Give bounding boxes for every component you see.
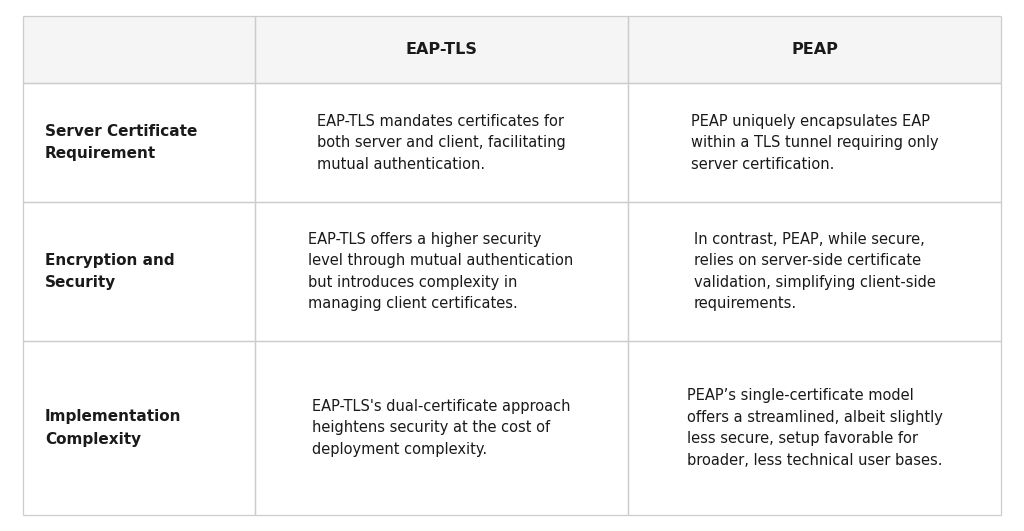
Bar — [255, 341, 628, 515]
Text: Encryption and
Security: Encryption and Security — [45, 253, 175, 290]
Bar — [23, 83, 255, 202]
Text: PEAP’s single-certificate model
offers a streamlined, albeit slightly
less secur: PEAP’s single-certificate model offers a… — [686, 388, 942, 468]
Bar — [23, 16, 255, 83]
Bar — [255, 83, 628, 202]
Bar — [628, 202, 1001, 341]
Bar — [628, 341, 1001, 515]
Bar — [23, 341, 255, 515]
Bar — [628, 83, 1001, 202]
Text: EAP-TLS mandates certificates for
both server and client, facilitating
mutual au: EAP-TLS mandates certificates for both s… — [316, 114, 565, 172]
Text: EAP-TLS: EAP-TLS — [406, 42, 477, 57]
Bar — [628, 16, 1001, 83]
Bar — [255, 16, 628, 83]
Bar — [255, 202, 628, 341]
Text: Implementation
Complexity: Implementation Complexity — [45, 409, 181, 447]
Text: In contrast, PEAP, while secure,
relies on server-side certificate
validation, s: In contrast, PEAP, while secure, relies … — [693, 232, 936, 311]
Text: Server Certificate
Requirement: Server Certificate Requirement — [45, 124, 198, 161]
Text: PEAP: PEAP — [792, 42, 838, 57]
Text: EAP-TLS offers a higher security
level through mutual authentication
but introdu: EAP-TLS offers a higher security level t… — [308, 232, 573, 311]
Text: EAP-TLS's dual-certificate approach
heightens security at the cost of
deployment: EAP-TLS's dual-certificate approach heig… — [311, 399, 570, 457]
Text: PEAP uniquely encapsulates EAP
within a TLS tunnel requiring only
server certifi: PEAP uniquely encapsulates EAP within a … — [690, 114, 938, 172]
Bar — [23, 202, 255, 341]
